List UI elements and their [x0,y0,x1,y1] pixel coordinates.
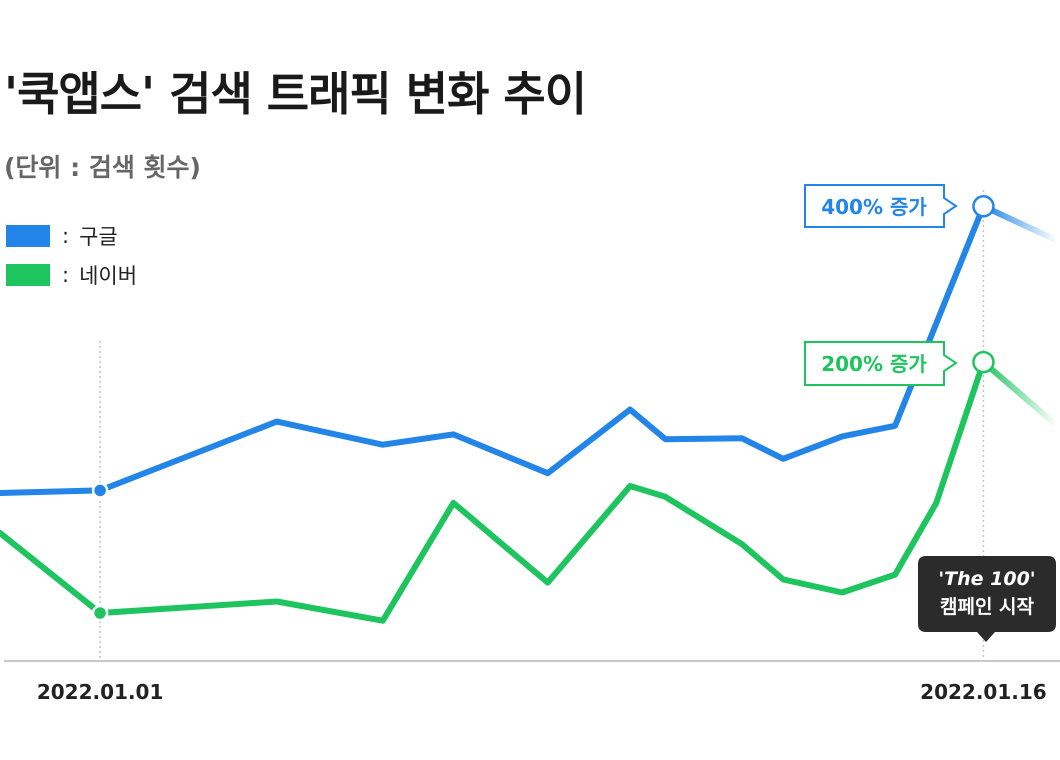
series-line-google [0,203,987,496]
callout-naver: 200% 증가 [804,341,958,386]
legend-colon: : [62,263,70,287]
legend-colon: : [62,224,70,248]
callout-naver-text: 200% 증가 [821,352,927,376]
legend-label-naver: 네이버 [79,264,138,288]
legend-label-google: 구글 [79,225,118,249]
campaign-tooltip-line2: 캠페인 시작 [940,596,1035,618]
data-point [91,604,109,622]
unit-label: (단위 : 검색 횟수) [4,153,201,182]
chart-title: '쿡앱스' 검색 트래픽 변화 추이 [4,67,587,121]
campaign-tooltip: 'The 100' 캠페인 시작 [918,556,1056,642]
series-line-naver [0,359,987,624]
campaign-tooltip-line1: 'The 100' [938,568,1035,590]
legend-item-naver: : 네이버 [6,260,137,290]
legend-swatch-naver [6,264,50,286]
legend-item-google: : 구글 [6,221,118,251]
series-naver [0,350,1060,624]
legend-swatch-google [6,225,50,247]
data-point-peak [972,195,995,218]
series-fade-tail [980,359,1060,429]
callout-google-text: 400% 증가 [821,195,927,219]
x-tick-label: 2022.01.01 [37,680,164,704]
x-tick-label: 2022.01.16 [920,680,1047,704]
callout-google: 400% 증가 [804,184,958,228]
data-point-peak [972,350,995,374]
series-fade-tail [980,203,1060,244]
data-point [91,482,109,499]
series-google [0,195,1060,499]
